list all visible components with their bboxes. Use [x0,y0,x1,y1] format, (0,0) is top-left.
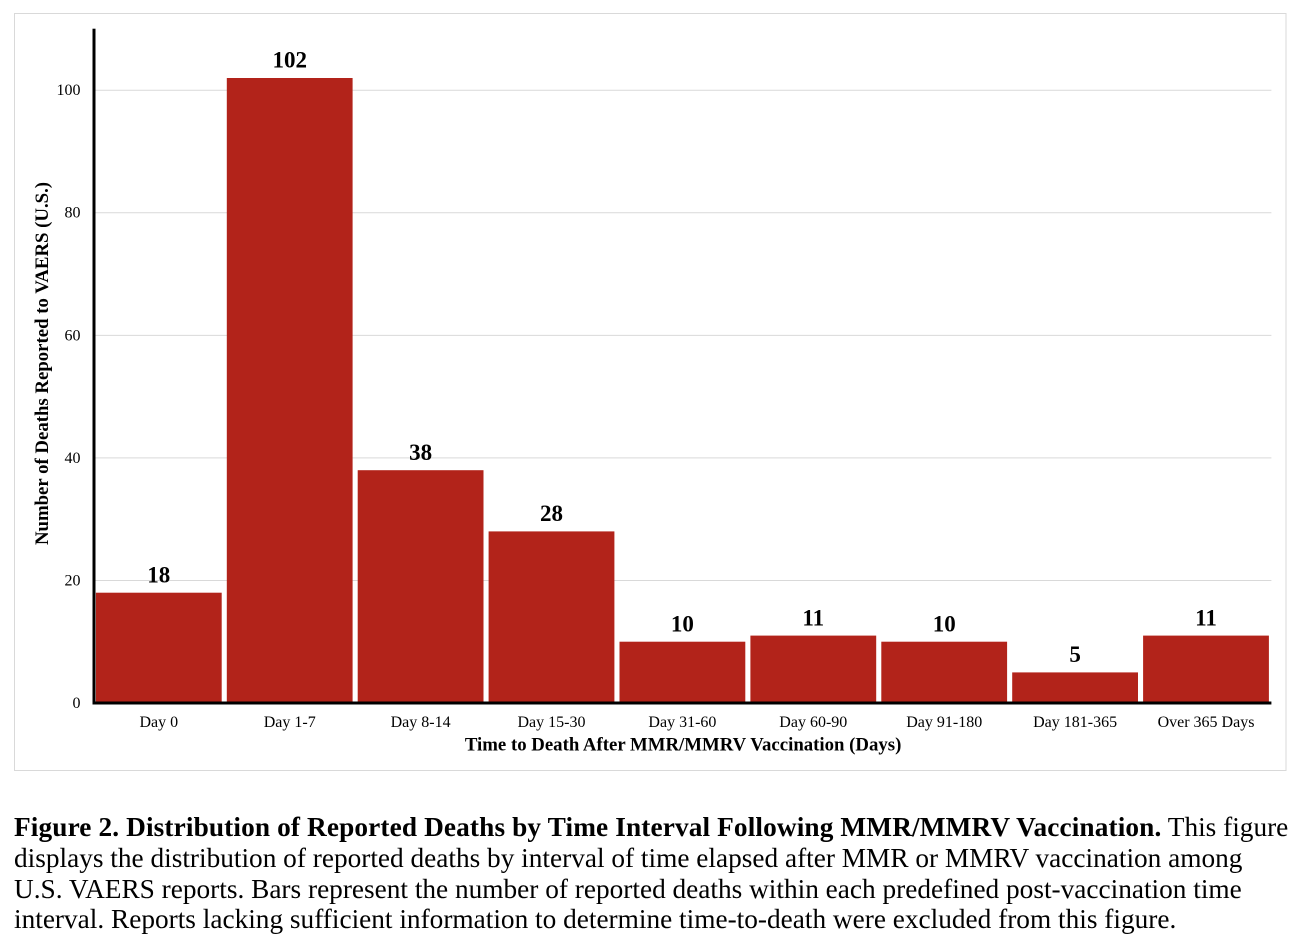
svg-text:Day 1-7: Day 1-7 [264,714,316,731]
svg-text:Day 181-365: Day 181-365 [1033,714,1117,731]
svg-text:Day 31-60: Day 31-60 [648,714,716,731]
svg-text:11: 11 [1195,605,1217,630]
svg-text:Over 365 Days: Over 365 Days [1158,714,1255,731]
svg-text:102: 102 [272,48,307,73]
svg-text:Time to Death After MMR/MMRV V: Time to Death After MMR/MMRV Vaccination… [465,734,901,755]
svg-text:Day 60-90: Day 60-90 [779,714,847,731]
svg-text:5: 5 [1069,642,1081,667]
svg-text:100: 100 [57,82,81,99]
svg-text:Day 15-30: Day 15-30 [518,714,586,731]
svg-text:Day 0: Day 0 [139,714,178,731]
svg-text:10: 10 [671,611,694,636]
svg-text:60: 60 [65,327,81,344]
svg-text:Number of Deaths Reported to V: Number of Deaths Reported to VAERS (U.S.… [32,182,53,545]
svg-text:18: 18 [147,562,170,587]
svg-text:0: 0 [73,695,81,712]
svg-text:11: 11 [802,605,824,630]
svg-text:40: 40 [65,450,81,467]
svg-text:20: 20 [65,572,81,589]
svg-text:Day 8-14: Day 8-14 [391,714,451,731]
svg-text:28: 28 [540,501,563,526]
svg-text:10: 10 [933,611,956,636]
svg-text:80: 80 [65,205,81,222]
svg-text:38: 38 [409,440,432,465]
svg-text:Day 91-180: Day 91-180 [906,714,982,731]
